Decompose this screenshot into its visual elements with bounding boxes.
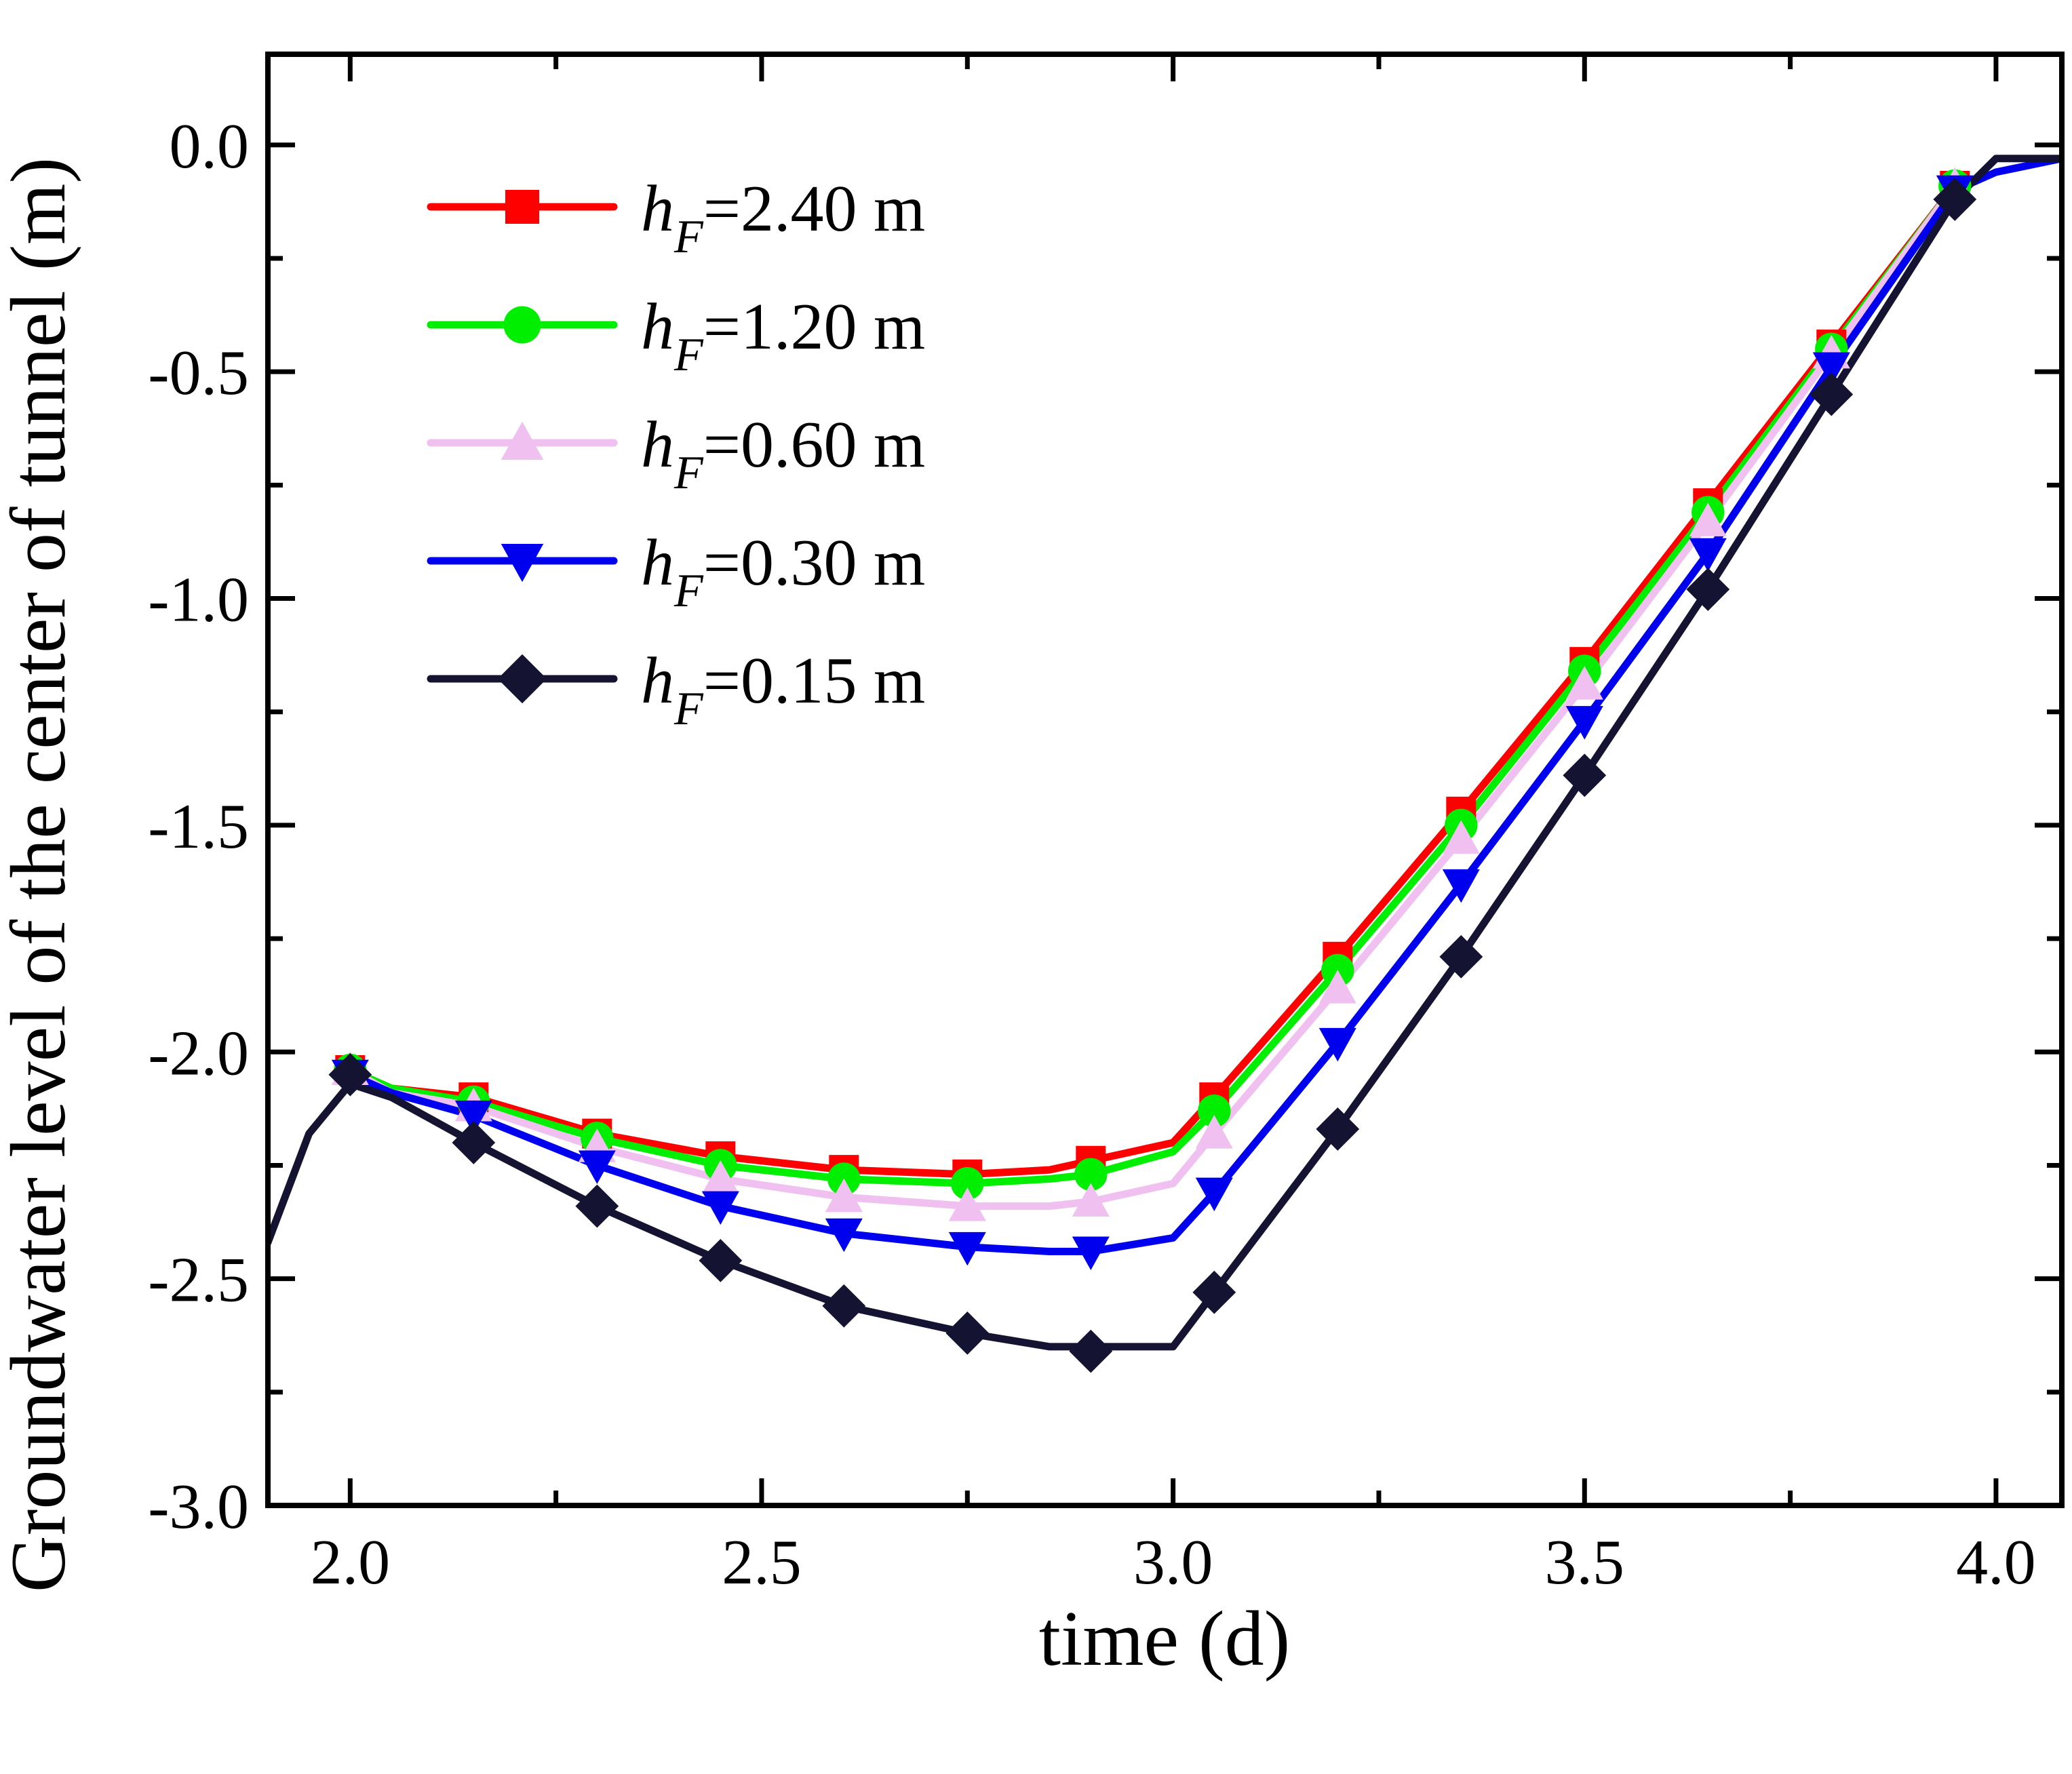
legend-symbol: h [641, 290, 674, 363]
legend-value: =0.15 m [703, 644, 926, 717]
data-point-series-3 [1565, 666, 1603, 700]
data-point-series-5 [1933, 178, 1977, 221]
data-point-series-3 [1072, 1183, 1110, 1217]
data-point-series-3 [1318, 970, 1356, 1004]
data-point-series-2 [1074, 1158, 1108, 1191]
y-tick-label: -3.0 [148, 1472, 249, 1542]
series-line-5 [268, 155, 2062, 1351]
legend-label-1: hF=2.40 m [641, 172, 925, 263]
legend-symbol: h [641, 172, 674, 245]
legend-value: =0.30 m [703, 526, 926, 599]
series-layer [268, 155, 2062, 1351]
y-tick-label: -1.0 [148, 565, 249, 635]
legend-subscript: F [673, 447, 704, 499]
x-tick-label: 3.0 [1133, 1527, 1213, 1598]
data-point-series-2 [1198, 1094, 1231, 1128]
data-point-series-4 [1689, 538, 1727, 572]
data-point-series-5 [1316, 1107, 1360, 1151]
legend-subscript: F [673, 211, 704, 263]
data-point-series-4 [578, 1150, 616, 1184]
legend-value: =1.20 m [703, 290, 926, 363]
data-point-series-5 [699, 1238, 743, 1282]
x-tick-label: 2.5 [722, 1527, 802, 1598]
y-tick-label: -2.0 [148, 1018, 249, 1088]
y-tick-label: -1.5 [148, 791, 249, 862]
legend-label-5: hF=0.15 m [641, 644, 925, 735]
legend-marker-1 [505, 190, 539, 224]
legend-marker-2 [503, 306, 541, 344]
x-tick-label: 4.0 [1956, 1527, 2036, 1598]
x-tick-label: 3.5 [1545, 1527, 1625, 1598]
data-point-series-4 [1442, 869, 1480, 903]
legend-value: =2.40 m [703, 172, 926, 245]
data-point-series-5 [822, 1284, 866, 1328]
data-point-series-4 [1565, 706, 1603, 740]
series-line-3 [346, 182, 1959, 1210]
data-point-series-5 [575, 1184, 619, 1228]
y-tick-label: -0.5 [148, 338, 249, 408]
legend: hF=2.40 mhF=1.20 mhF=0.60 mhF=0.30 mhF=0… [427, 172, 925, 735]
y-tick-label: -2.5 [148, 1245, 249, 1316]
data-point-series-2 [951, 1166, 984, 1200]
data-point-series-5 [1192, 1270, 1236, 1314]
data-point-series-5 [1686, 568, 1730, 612]
series-line-2 [346, 182, 1959, 1187]
data-point-series-5 [1563, 753, 1607, 797]
y-axis-title: Groundwater level of the center of tunne… [0, 157, 82, 1592]
legend-symbol: h [641, 644, 674, 717]
data-point-series-5 [328, 1052, 372, 1097]
plot-frame [265, 52, 2065, 1508]
axis-layer: 2.0 2.5 3.0 3.5 4.0 0.0 -0.5 -1.0 -1.5 -2.0 -2.5 -3… [148, 54, 2062, 1598]
legend-marker-5 [497, 654, 547, 704]
data-point-series-3 [825, 1178, 863, 1213]
legend-subscript: F [673, 565, 704, 617]
data-point-series-4 [1812, 352, 1850, 386]
data-point-series-3 [701, 1160, 739, 1194]
x-axis-title: time (d) [1039, 1596, 1290, 1682]
x-tick-label: 2.0 [311, 1527, 391, 1598]
data-point-series-5 [1439, 934, 1483, 979]
data-point-series-4 [948, 1231, 986, 1266]
data-point-series-4 [701, 1191, 739, 1225]
data-point-series-4 [1072, 1236, 1110, 1270]
legend-subscript: F [673, 683, 704, 735]
data-point-series-5 [452, 1121, 496, 1164]
legend-label-2: hF=1.20 m [641, 290, 925, 381]
data-point-series-5 [1069, 1329, 1113, 1373]
data-point-series-3 [1442, 820, 1480, 854]
legend-label-3: hF=0.60 m [641, 408, 925, 499]
data-point-series-4 [825, 1218, 863, 1253]
legend-label-4: hF=0.30 m [641, 526, 925, 617]
legend-symbol: h [641, 526, 674, 599]
legend-symbol: h [641, 408, 674, 481]
data-point-series-4 [454, 1100, 492, 1135]
legend-marker-3 [501, 421, 544, 460]
y-tick-label: 0.0 [170, 111, 250, 182]
data-point-series-3 [1195, 1115, 1233, 1149]
legend-value: =0.60 m [703, 408, 926, 481]
data-point-series-3 [948, 1187, 986, 1221]
data-point-series-4 [1318, 1027, 1356, 1062]
data-point-series-4 [1195, 1177, 1233, 1212]
data-point-series-3 [1689, 502, 1727, 536]
data-point-series-5 [1810, 372, 1854, 416]
marker-layer [328, 167, 1977, 1373]
legend-marker-4 [501, 544, 544, 583]
legend-subscript: F [673, 329, 704, 381]
data-point-series-5 [945, 1311, 990, 1355]
